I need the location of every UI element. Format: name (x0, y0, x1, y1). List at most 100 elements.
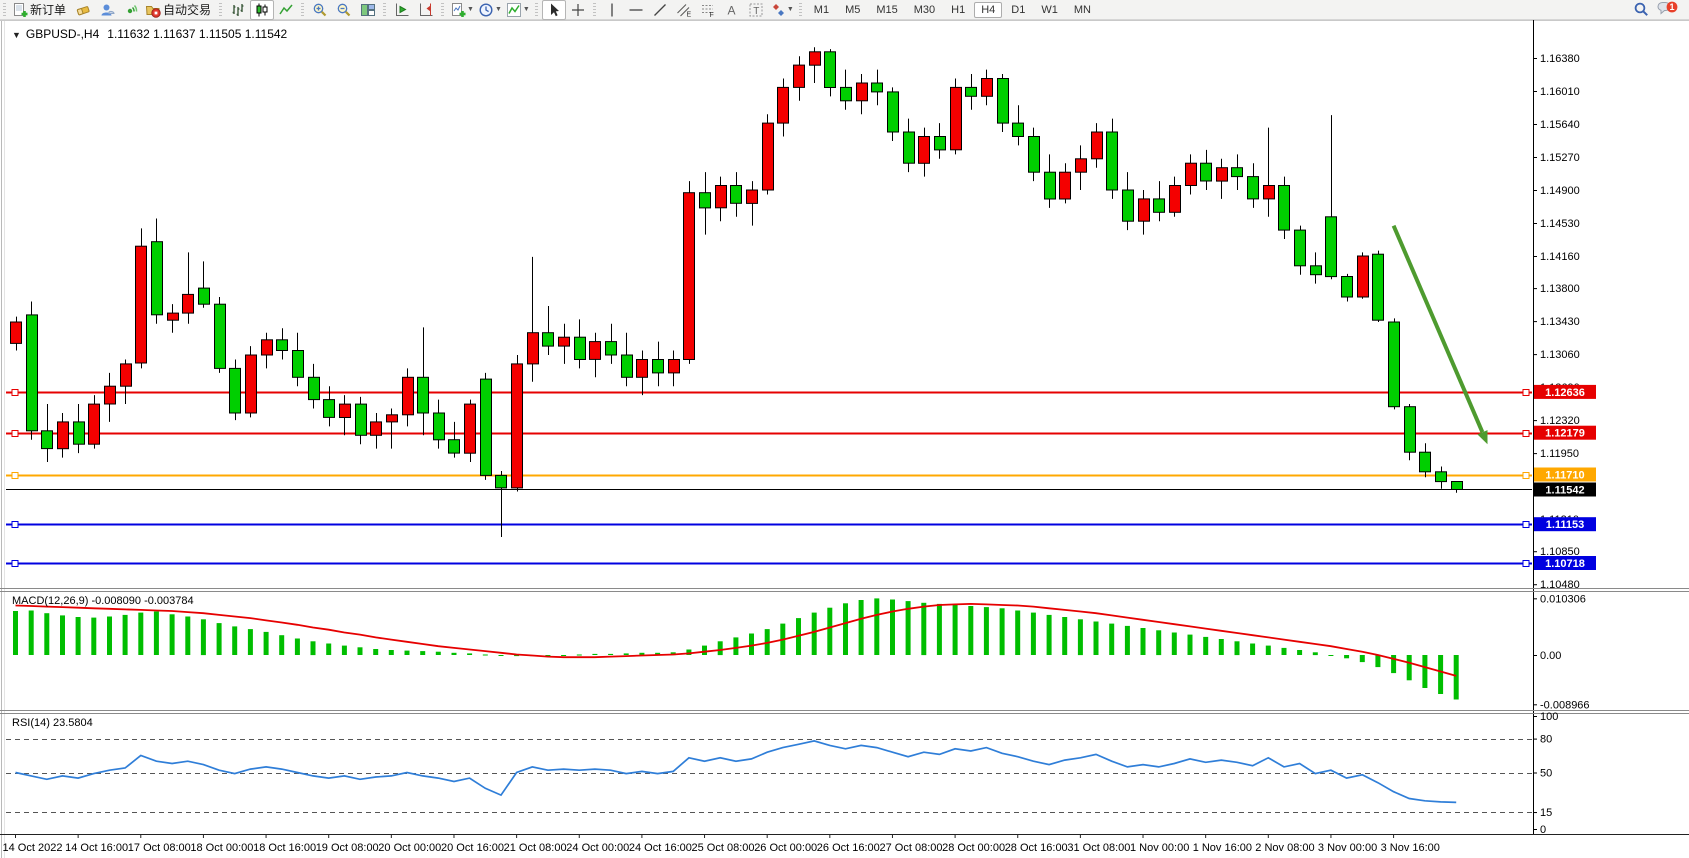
timeframe-H4[interactable]: H4 (974, 1, 1003, 18)
candle-body[interactable] (73, 421, 85, 445)
candle-body[interactable] (840, 86, 852, 102)
candle-body[interactable] (88, 403, 100, 445)
candle-body[interactable] (574, 336, 586, 361)
candle-body[interactable] (1075, 158, 1087, 173)
candle-body[interactable] (793, 64, 805, 88)
candle-body[interactable] (746, 189, 758, 204)
line-endpoint-handle[interactable] (1522, 389, 1530, 396)
candle-body[interactable] (1341, 276, 1353, 298)
arrows-tool-button[interactable]: ▼ (768, 0, 796, 20)
indicators-button[interactable]: ▼ (504, 0, 532, 20)
candle-body[interactable] (1388, 321, 1400, 408)
trend-arrow-line[interactable] (1391, 224, 1485, 433)
candle-body[interactable] (448, 439, 460, 454)
candle-body[interactable] (229, 367, 241, 414)
candle-body[interactable] (871, 82, 883, 93)
candle-body[interactable] (1059, 171, 1071, 200)
line-endpoint-handle[interactable] (11, 430, 19, 437)
candle-body[interactable] (903, 131, 915, 164)
toolbar-grip[interactable] (3, 2, 6, 17)
fibonacci-tool-button[interactable]: F (696, 0, 720, 20)
toolbar-grip[interactable] (383, 2, 387, 17)
candle-body[interactable] (558, 336, 570, 347)
vertical-line-tool-button[interactable] (600, 0, 624, 20)
chart-shift-button[interactable] (390, 0, 414, 20)
timeframe-D1[interactable]: D1 (1011, 3, 1026, 16)
candle-body[interactable] (495, 474, 507, 489)
toolbar-grip[interactable] (441, 2, 445, 17)
timeframe-M15[interactable]: M15 (876, 3, 898, 16)
candle-body[interactable] (997, 78, 1009, 124)
eraser-button[interactable] (71, 0, 95, 20)
candle-body[interactable] (511, 363, 523, 489)
candle-body[interactable] (464, 403, 476, 454)
candle-body[interactable] (777, 86, 789, 124)
toolbar-grip[interactable] (301, 2, 305, 17)
candle-body[interactable] (605, 341, 617, 356)
candlestick-mode-button[interactable] (250, 0, 275, 20)
cursor-tool-button[interactable] (541, 0, 566, 20)
candle-body[interactable] (683, 192, 695, 360)
candle-body[interactable] (1122, 189, 1134, 222)
candle-body[interactable] (182, 293, 194, 314)
auto-scroll-button[interactable] (414, 0, 438, 20)
bar-chart-mode-button[interactable] (226, 0, 250, 20)
community-button[interactable] (95, 0, 119, 20)
periods-button[interactable]: ▼ (476, 0, 504, 20)
line-endpoint-handle[interactable] (1522, 430, 1530, 437)
candle-body[interactable] (26, 314, 38, 432)
candle-body[interactable] (402, 376, 414, 416)
candle-body[interactable] (1372, 253, 1384, 321)
candle-body[interactable] (1451, 481, 1463, 490)
candle-body[interactable] (965, 86, 977, 97)
candle-body[interactable] (1247, 176, 1259, 200)
new-order-button[interactable]: 新订单 (10, 0, 71, 20)
candle-body[interactable] (981, 78, 993, 97)
candle-body[interactable] (918, 136, 930, 164)
candle-body[interactable] (1263, 185, 1275, 200)
candle-body[interactable] (856, 82, 868, 102)
candle-body[interactable] (1169, 185, 1181, 213)
candle-body[interactable] (1216, 167, 1228, 182)
candle-body[interactable] (370, 421, 382, 436)
candle-body[interactable] (1325, 216, 1337, 278)
zoom-out-button[interactable] (332, 0, 356, 20)
candle-body[interactable] (1294, 229, 1306, 267)
candle-body[interactable] (1200, 162, 1212, 182)
candle-body[interactable] (1278, 185, 1290, 231)
horizontal-line-tool-button[interactable] (624, 0, 648, 20)
line-chart-mode-button[interactable] (274, 0, 298, 20)
toolbar-grip[interactable] (592, 2, 596, 17)
candle-body[interactable] (151, 241, 163, 316)
trendline-tool-button[interactable] (648, 0, 672, 20)
candle-body[interactable] (542, 332, 554, 347)
candle-body[interactable] (1138, 198, 1150, 222)
signals-button[interactable] (119, 0, 143, 20)
text-tool-button[interactable]: A (720, 0, 744, 20)
candle-body[interactable] (809, 51, 821, 66)
candle-body[interactable] (308, 376, 320, 401)
candle-body[interactable] (104, 385, 116, 405)
candle-body[interactable] (245, 354, 257, 414)
candle-body[interactable] (339, 403, 351, 419)
candle-body[interactable] (730, 185, 742, 204)
channel-tool-button[interactable]: E (672, 0, 696, 20)
chart-title[interactable]: ▼ GBPUSD-,H4 1.11632 1.11637 1.11505 1.115… (12, 27, 287, 41)
line-endpoint-handle[interactable] (1522, 472, 1530, 479)
candle-body[interactable] (589, 341, 601, 360)
search-button[interactable] (1629, 0, 1653, 20)
candle-body[interactable] (214, 303, 226, 369)
candle-body[interactable] (1419, 451, 1431, 473)
candle-body[interactable] (276, 339, 288, 351)
candle-body[interactable] (323, 399, 335, 418)
candle-body[interactable] (1404, 406, 1416, 453)
timeframe-H1[interactable]: H1 (951, 3, 966, 16)
crosshair-tool-button[interactable] (566, 0, 590, 20)
candle-body[interactable] (1310, 265, 1322, 276)
candle-body[interactable] (167, 312, 179, 321)
candle-body[interactable] (41, 430, 53, 450)
line-endpoint-handle[interactable] (11, 389, 19, 396)
candle-body[interactable] (433, 412, 445, 441)
candle-body[interactable] (824, 51, 836, 88)
tile-windows-button[interactable] (356, 0, 380, 20)
